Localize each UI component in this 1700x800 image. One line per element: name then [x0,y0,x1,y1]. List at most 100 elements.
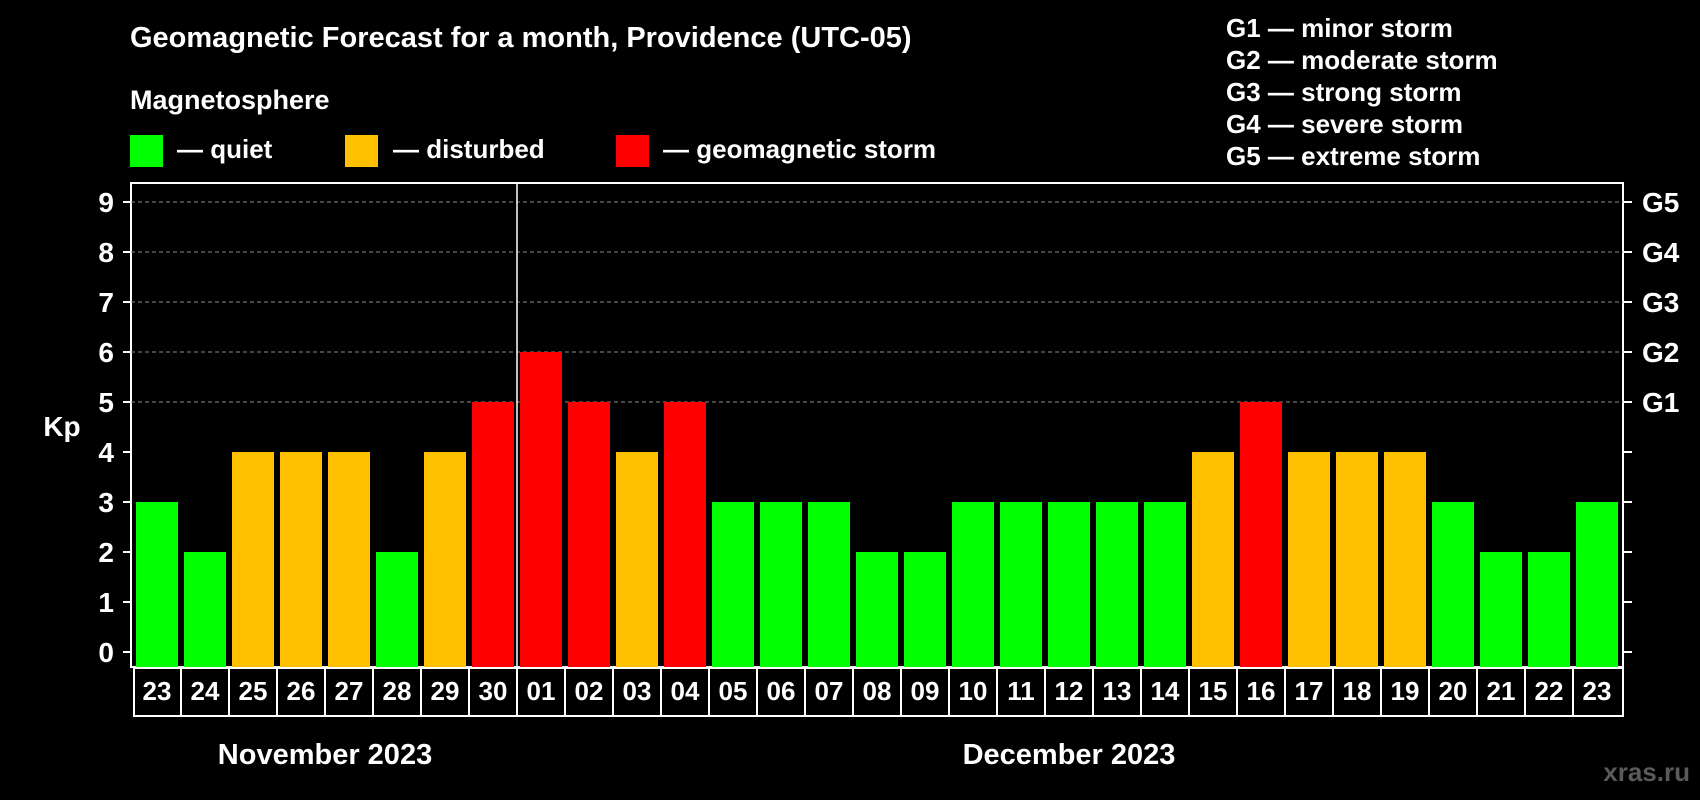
bars [136,352,1618,667]
bar [616,452,658,667]
day-label: 04 [671,676,700,706]
day-label: 22 [1535,676,1564,706]
day-label: 19 [1391,676,1420,706]
day-label: 20 [1439,676,1468,706]
bar [952,502,994,667]
day-label: 23 [143,676,172,706]
month-labels: November 2023 December 2023 [218,739,1176,771]
bar [1480,552,1522,667]
y-axis-ticks: 0 1 2 3 4 5 6 7 8 9 [98,187,131,668]
y-tick-label: 1 [98,587,114,618]
y-tick-label: 3 [98,487,114,518]
day-label: 12 [1055,676,1084,706]
day-label: 26 [287,676,316,706]
y-tick-label: 0 [98,637,114,668]
legend: — quiet — disturbed — geomagnetic storm [130,134,936,167]
day-label: 07 [815,676,844,706]
y-tick-label: 4 [98,437,114,468]
legend-heading: Magnetosphere [130,85,330,115]
day-label: 27 [335,676,364,706]
day-label-strip [133,667,1624,717]
storm-scale-g3: G3 — strong storm [1226,77,1461,107]
bar [712,502,754,667]
legend-swatch-storm [616,135,649,167]
day-label: 17 [1295,676,1324,706]
bar [808,502,850,667]
y-tick-label: 8 [98,237,114,268]
watermark: xras.ru [1603,757,1690,787]
day-label: 25 [239,676,268,706]
day-label: 06 [767,676,796,706]
day-label: 08 [863,676,892,706]
day-labels: 23 24 25 26 27 28 29 30 01 02 03 04 05 06 07 08 09 10 11 12… [133,667,1624,717]
storm-scale-legend: G1 — minor storm G2 — moderate storm G3 … [1226,13,1498,171]
bar [1000,502,1042,667]
day-label: 03 [623,676,652,706]
bar [1192,452,1234,667]
bar [1288,452,1330,667]
day-label: 18 [1343,676,1372,706]
bar [904,552,946,667]
right-axis-ticks: G1 G2 G3 G4 G5 [1623,187,1680,653]
day-label: 23 [1583,676,1612,706]
day-label: 21 [1487,676,1516,706]
y-tick-label: 6 [98,337,114,368]
y-tick-label: 2 [98,537,114,568]
chart-title: Geomagnetic Forecast for a month, Provid… [130,22,912,54]
day-label: 16 [1247,676,1276,706]
y-tick-label: 5 [98,387,114,418]
bar [1240,402,1282,667]
legend-swatch-quiet [130,135,163,167]
storm-scale-g1: G1 — minor storm [1226,13,1453,43]
bar [136,502,178,667]
bar [760,502,802,667]
bar [568,402,610,667]
y-axis-label: Kp [43,411,80,442]
storm-scale-g5: G5 — extreme storm [1226,141,1480,171]
y-tick-label: 9 [98,187,114,218]
day-label: 30 [479,676,508,706]
bar [1576,502,1618,667]
day-label: 11 [1007,676,1035,706]
bar [232,452,274,667]
day-label: 05 [719,676,748,706]
bar [856,552,898,667]
bar [1432,502,1474,667]
storm-scale-g2: G2 — moderate storm [1226,45,1498,75]
day-label: 14 [1151,676,1180,706]
month-label: December 2023 [963,739,1176,771]
bar [1528,552,1570,667]
bar [664,402,706,667]
right-axis-label: G2 [1642,337,1679,368]
right-axis-label: G3 [1642,287,1679,318]
right-axis-label: G1 [1642,387,1679,418]
bar [1336,452,1378,667]
day-label: 01 [527,676,556,706]
bar [1096,502,1138,667]
storm-scale-g4: G4 — severe storm [1226,109,1463,139]
bar [184,552,226,667]
day-label: 09 [911,676,940,706]
bar [1384,452,1426,667]
legend-label-disturbed: — disturbed [393,134,545,164]
day-label: 15 [1199,676,1228,706]
bar [472,402,514,667]
day-label: 29 [431,676,460,706]
bar [328,452,370,667]
bar [1048,502,1090,667]
y-tick-label: 7 [98,287,114,318]
right-axis-label: G5 [1642,187,1679,218]
right-axis-label: G4 [1642,237,1680,268]
legend-label-quiet: — quiet [177,134,273,164]
bar [1144,502,1186,667]
day-label: 24 [191,676,220,706]
bar [520,352,562,667]
gridlines [131,183,1623,667]
bar [424,452,466,667]
legend-label-storm: — geomagnetic storm [663,134,936,164]
bar [280,452,322,667]
day-label: 02 [575,676,604,706]
bar [376,552,418,667]
day-label: 28 [383,676,412,706]
